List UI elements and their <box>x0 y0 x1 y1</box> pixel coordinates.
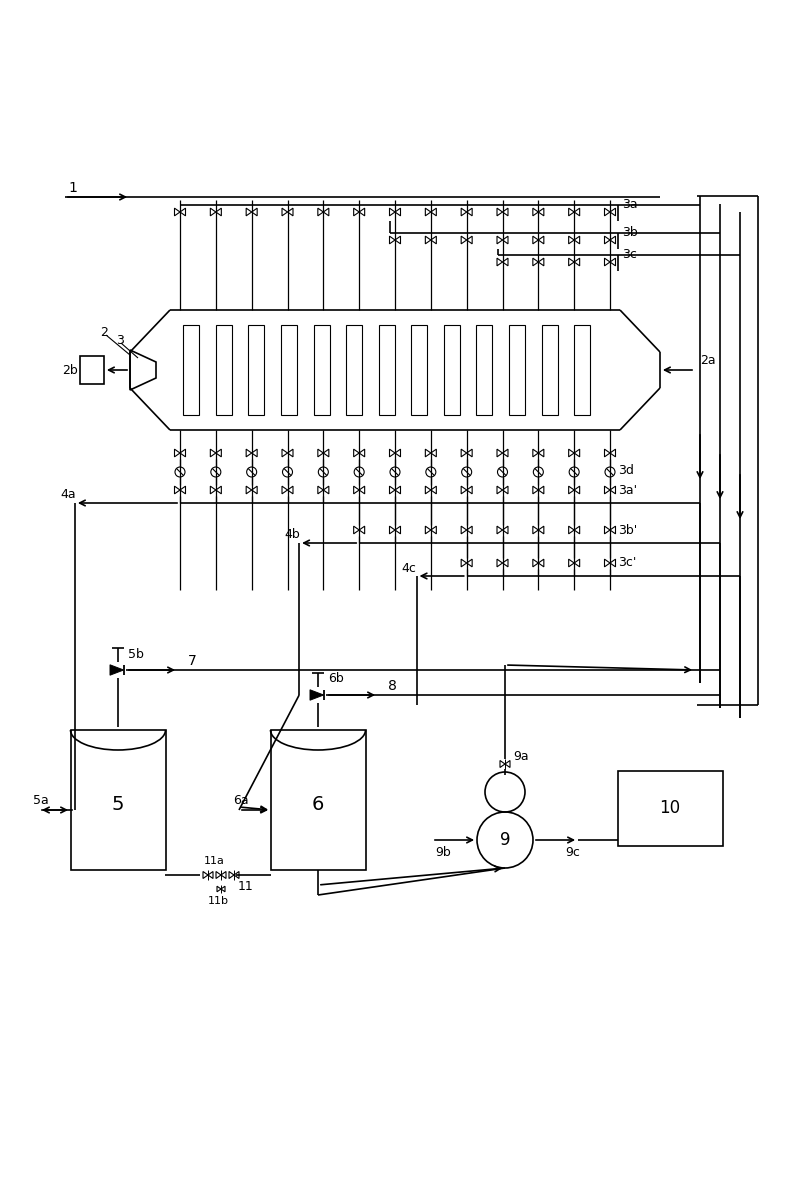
Text: 9b: 9b <box>435 845 450 858</box>
Text: 4b: 4b <box>284 529 300 541</box>
Text: 8: 8 <box>388 679 397 693</box>
Bar <box>183 326 199 415</box>
Bar <box>411 326 427 415</box>
Bar <box>509 326 525 415</box>
Text: 4c: 4c <box>402 561 417 575</box>
Text: 1: 1 <box>68 181 77 195</box>
Text: 3a': 3a' <box>618 484 637 497</box>
Bar <box>271 730 366 870</box>
Text: 2b: 2b <box>62 364 78 377</box>
Text: 3c: 3c <box>622 249 637 261</box>
Text: 9c: 9c <box>565 845 580 858</box>
Text: 3b': 3b' <box>618 523 638 536</box>
Text: 11b: 11b <box>208 897 229 906</box>
Text: 6: 6 <box>312 796 324 814</box>
Text: 5a: 5a <box>33 795 49 808</box>
Text: 5b: 5b <box>128 648 144 661</box>
Text: 5: 5 <box>112 796 124 814</box>
Bar <box>378 326 394 415</box>
Bar <box>314 326 330 415</box>
Bar <box>618 771 723 846</box>
Bar <box>80 356 104 384</box>
Text: 4a: 4a <box>60 488 76 502</box>
Bar <box>216 326 232 415</box>
Bar <box>71 730 166 870</box>
Bar <box>542 326 558 415</box>
Polygon shape <box>310 689 323 700</box>
Bar <box>574 326 590 415</box>
Text: 3d: 3d <box>618 463 634 476</box>
Text: 11a: 11a <box>204 856 225 865</box>
Text: 10: 10 <box>659 800 681 818</box>
Text: 7: 7 <box>188 654 197 668</box>
Bar <box>248 326 264 415</box>
Bar <box>444 326 460 415</box>
Bar <box>281 326 297 415</box>
Polygon shape <box>110 664 123 675</box>
Text: 6b: 6b <box>328 673 344 686</box>
Text: 3c': 3c' <box>618 557 636 570</box>
Text: 3a: 3a <box>622 199 638 212</box>
Text: 11: 11 <box>238 881 254 893</box>
Text: 3b: 3b <box>622 226 638 239</box>
Text: 9: 9 <box>500 831 510 849</box>
Bar <box>346 326 362 415</box>
Text: 3: 3 <box>116 334 124 346</box>
Text: 9a: 9a <box>513 749 529 762</box>
Bar <box>477 326 493 415</box>
Text: 2: 2 <box>100 326 108 339</box>
Text: 6a: 6a <box>233 795 249 808</box>
Text: 2a: 2a <box>700 353 716 366</box>
